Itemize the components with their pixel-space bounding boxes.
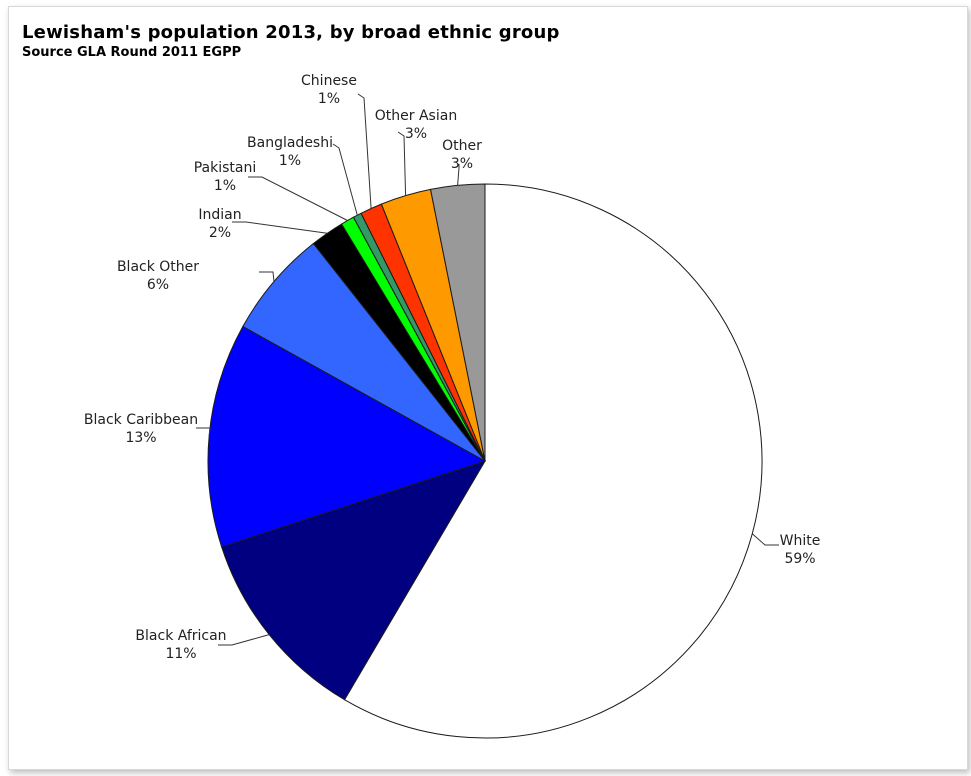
pie-slice-black-african <box>221 460 487 701</box>
slice-percent-white: 59% <box>784 551 815 567</box>
slice-percent-chinese: 1% <box>318 91 340 107</box>
slice-label-bangladeshi: Bangladeshi <box>247 135 333 151</box>
chart-title: Lewisham's population 2013, by broad eth… <box>22 22 560 43</box>
slice-label-other-asian: Other Asian <box>375 108 457 124</box>
leader-line-black-other <box>259 271 275 282</box>
slice-percent-pakistani: 1% <box>214 178 236 194</box>
pie-slice-white <box>343 183 763 739</box>
slice-label-indian: Indian <box>198 207 241 223</box>
slice-label-white: White <box>780 533 821 549</box>
slice-percent-black-other: 6% <box>147 277 169 293</box>
leader-line-indian <box>232 221 328 234</box>
slice-percent-black-caribbean: 13% <box>125 430 156 446</box>
leader-line-pakistani <box>248 176 348 221</box>
leader-line-chinese <box>357 93 372 209</box>
slice-label-other: Other <box>442 138 482 154</box>
chart-subtitle: Source GLA Round 2011 EGPP <box>22 45 242 60</box>
slice-percent-other-asian: 3% <box>405 126 427 142</box>
leader-line-black-caribbean <box>196 427 211 435</box>
leader-line-black-african <box>218 634 270 646</box>
slice-label-black-caribbean: Black Caribbean <box>84 412 198 428</box>
slice-label-black-other: Black Other <box>117 259 199 275</box>
leader-line-white <box>751 533 779 546</box>
slice-percent-indian: 2% <box>209 225 231 241</box>
slice-percent-black-african: 11% <box>165 646 196 662</box>
slice-percent-other: 3% <box>451 156 473 172</box>
leader-line-bangladeshi <box>332 143 358 216</box>
slice-label-black-african: Black African <box>135 628 226 644</box>
leader-line-other <box>457 164 460 186</box>
slice-label-chinese: Chinese <box>301 73 357 89</box>
leader-line-other-asian <box>397 131 407 196</box>
slice-percent-bangladeshi: 1% <box>279 153 301 169</box>
slice-label-pakistani: Pakistani <box>194 160 257 176</box>
